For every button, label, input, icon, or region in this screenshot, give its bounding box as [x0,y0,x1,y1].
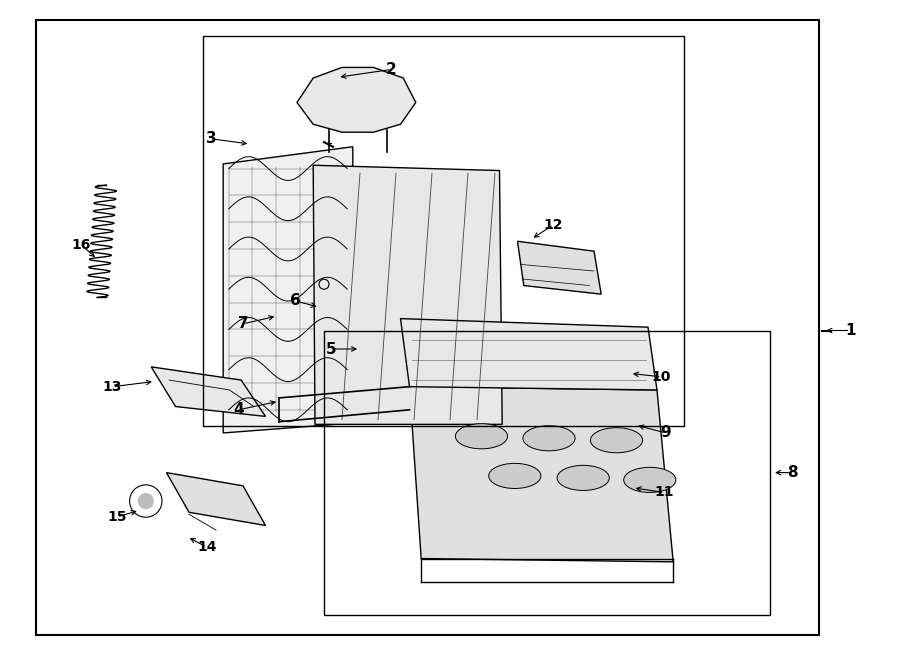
Text: 2: 2 [386,62,397,77]
Text: 3: 3 [206,132,217,146]
Text: 12: 12 [544,217,563,232]
Text: 6: 6 [290,293,301,308]
Text: 1: 1 [845,323,856,338]
Ellipse shape [455,424,508,449]
Text: 15: 15 [107,510,127,524]
Text: 4: 4 [233,403,244,417]
Polygon shape [297,67,416,132]
Polygon shape [518,241,601,294]
Bar [202,36,684,426]
Text: 8: 8 [787,465,797,480]
Ellipse shape [557,465,609,490]
Ellipse shape [489,463,541,488]
Text: 7: 7 [238,317,248,331]
Polygon shape [410,387,673,562]
Bar [324,330,770,615]
Bar [36,20,819,635]
Polygon shape [400,319,657,390]
Text: 5: 5 [326,342,337,356]
Polygon shape [313,165,502,424]
Ellipse shape [590,428,643,453]
Text: 10: 10 [652,369,671,384]
Polygon shape [166,473,266,525]
Text: 14: 14 [197,540,217,555]
Text: 16: 16 [71,237,91,252]
Ellipse shape [523,426,575,451]
Circle shape [138,493,154,509]
Ellipse shape [624,467,676,492]
Text: 13: 13 [103,379,122,394]
Text: 11: 11 [654,485,674,500]
Polygon shape [223,147,353,433]
Text: 9: 9 [661,426,671,440]
Polygon shape [151,367,266,416]
